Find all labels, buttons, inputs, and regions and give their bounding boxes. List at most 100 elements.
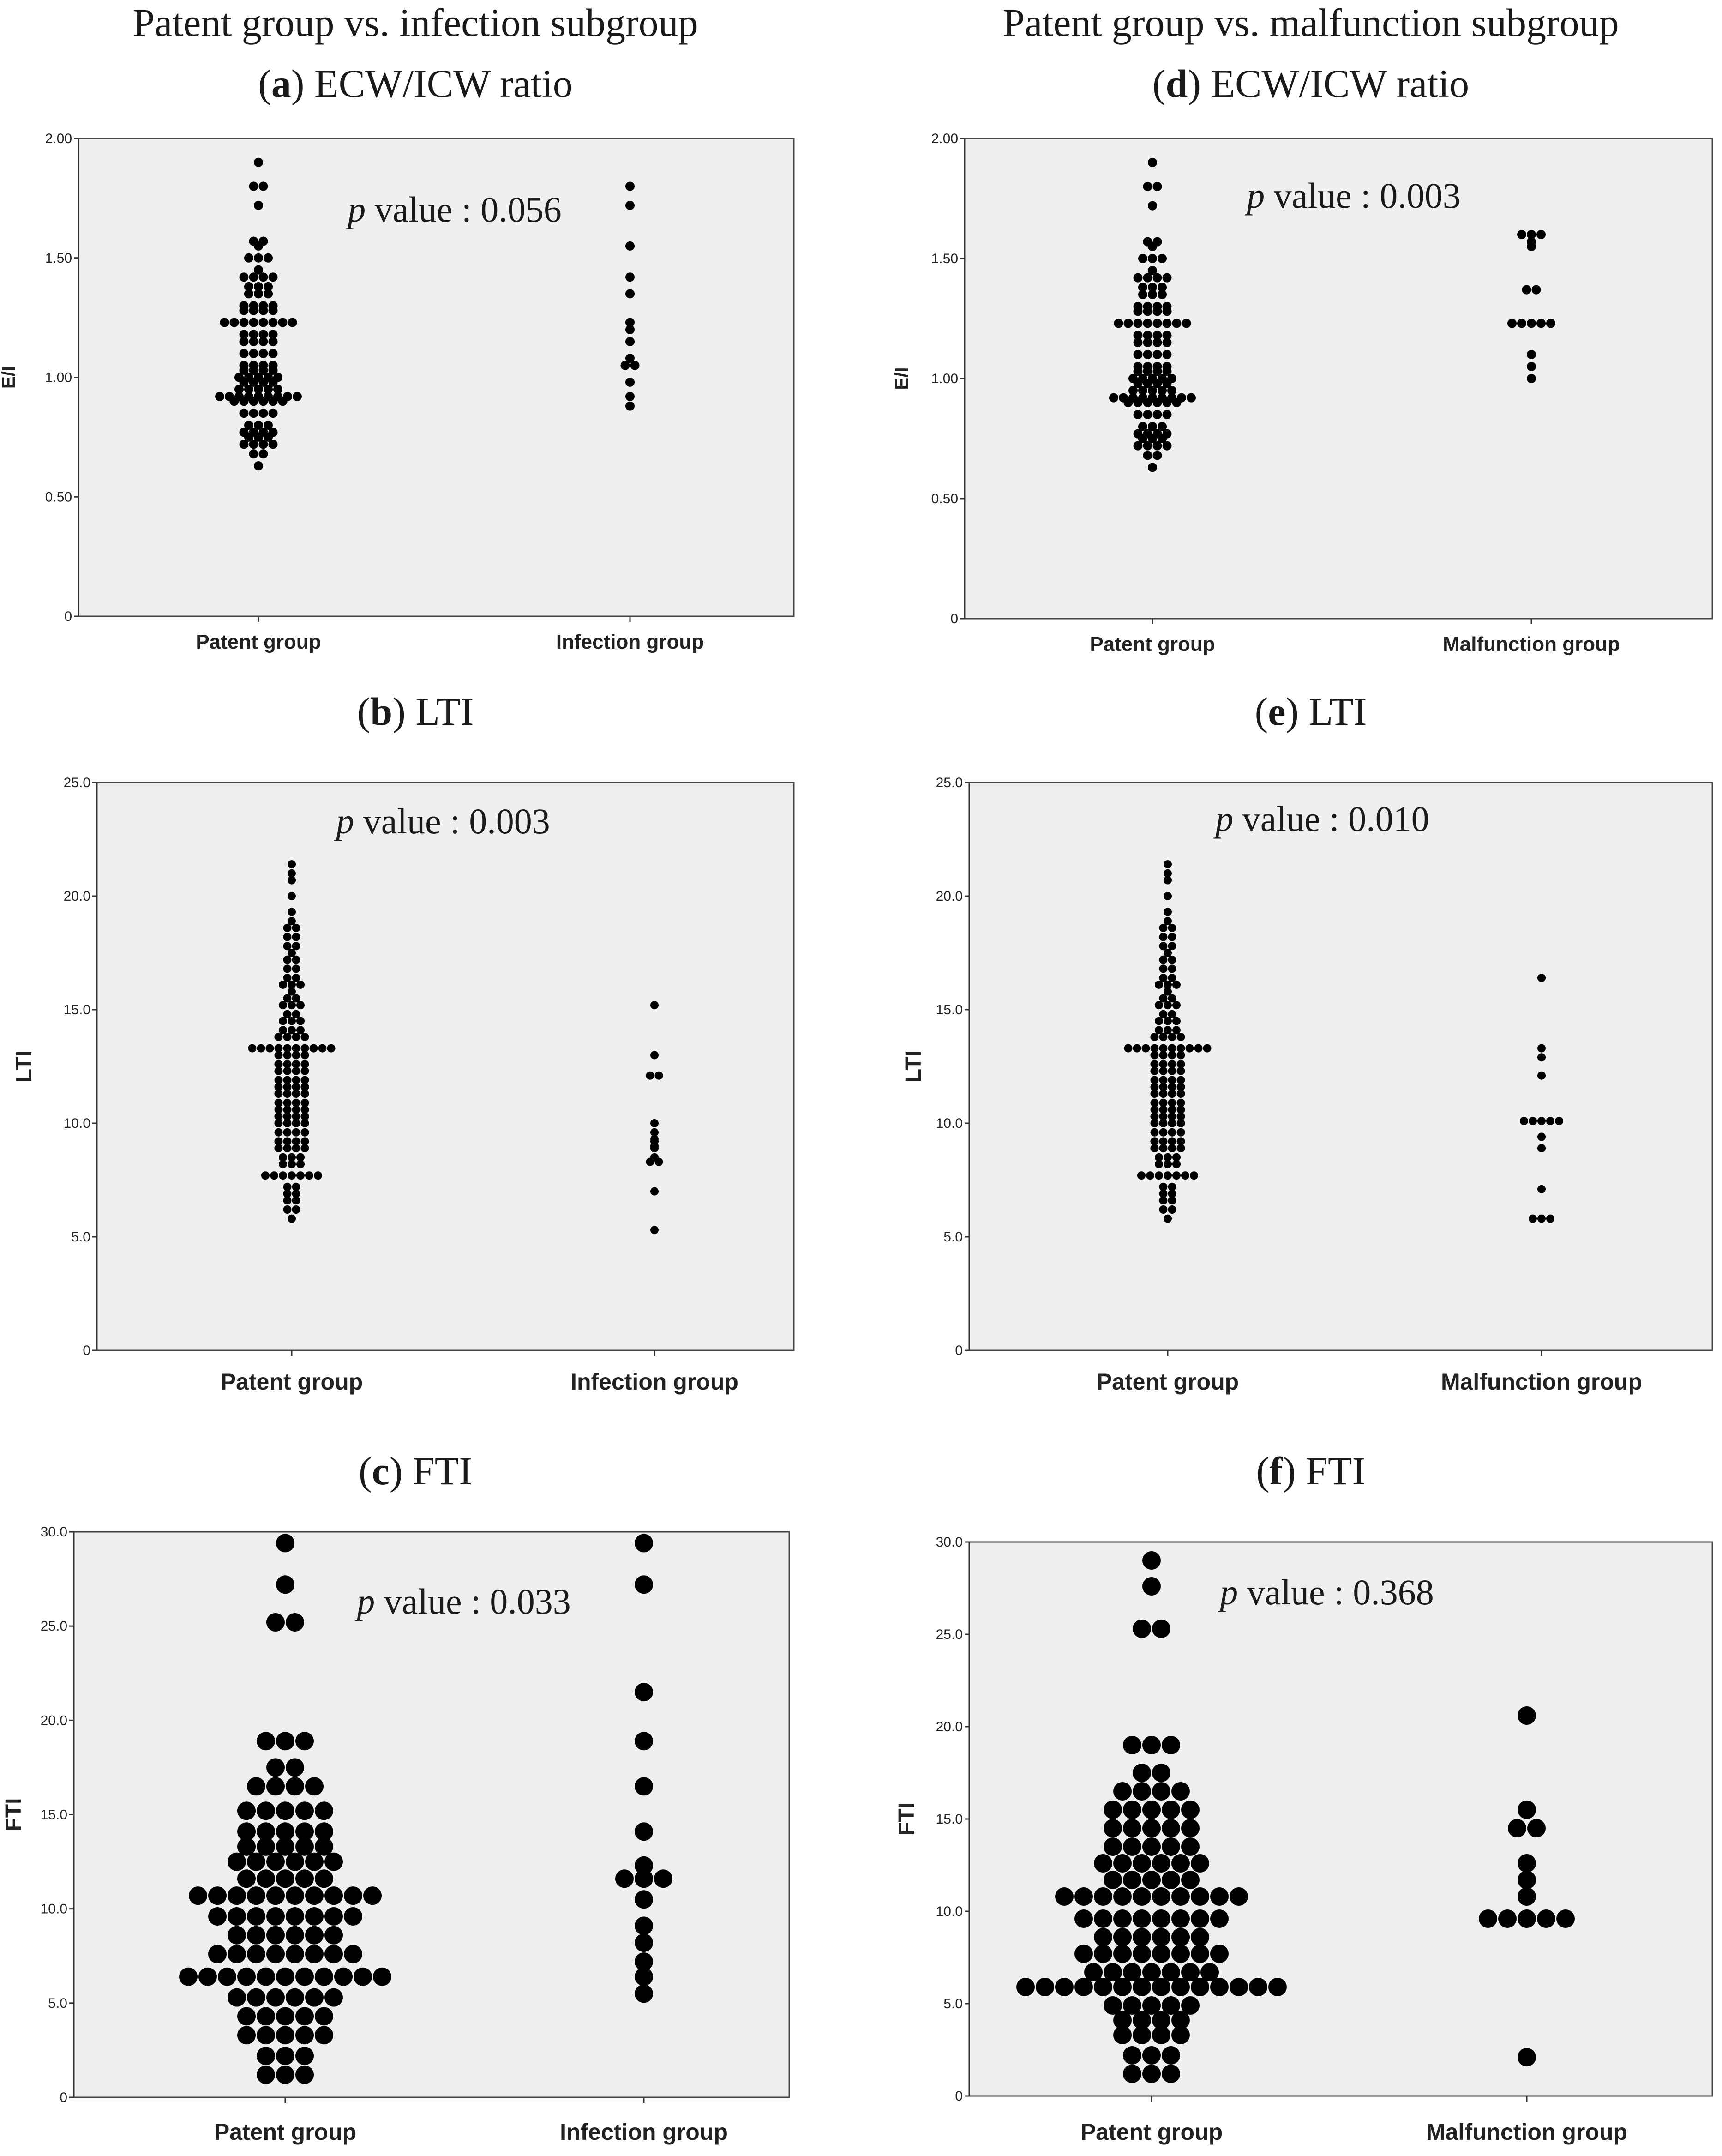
- data-point: [1172, 1001, 1181, 1009]
- data-point: [1191, 1945, 1209, 1963]
- data-point: [228, 1926, 246, 1945]
- data-point: [1074, 1978, 1093, 1996]
- data-point: [292, 964, 300, 973]
- data-point: [1142, 1871, 1161, 1889]
- panel-a: (a) ECW/ICW ratio00.501.001.502.00Patent…: [0, 61, 794, 653]
- data-point: [1074, 1909, 1093, 1928]
- data-point: [249, 449, 258, 458]
- data-point: [301, 1144, 309, 1152]
- data-point: [373, 1968, 391, 1986]
- data-point: [288, 949, 296, 957]
- data-point: [655, 1158, 663, 1166]
- data-point: [1036, 1978, 1054, 1996]
- data-point: [198, 1968, 217, 1986]
- data-point: [1159, 1144, 1168, 1152]
- data-point: [1163, 441, 1172, 451]
- data-point: [283, 974, 292, 982]
- data-point: [1517, 319, 1526, 328]
- data-point: [1191, 1978, 1209, 1996]
- y-tick-label: 1.50: [931, 251, 958, 266]
- data-point: [1164, 1001, 1172, 1009]
- data-point: [1168, 1067, 1176, 1075]
- data-point: [1168, 1051, 1176, 1059]
- data-point: [1191, 1854, 1209, 1873]
- data-point: [1536, 230, 1546, 239]
- data-point: [237, 2007, 256, 2025]
- data-point: [1164, 876, 1172, 885]
- data-point: [292, 942, 300, 950]
- data-point: [1055, 1887, 1074, 1906]
- p-value-text: value : 0.033: [375, 1581, 571, 1621]
- panel-title-close-paren: ): [390, 1449, 413, 1493]
- p-value-symbol: p: [334, 801, 354, 841]
- y-axis-label: LTI: [12, 1051, 36, 1082]
- data-point: [283, 1033, 292, 1041]
- y-tick-label: 25.0: [64, 775, 90, 790]
- p-value-text: value : 0.003: [354, 801, 550, 841]
- data-point: [249, 337, 258, 346]
- data-point: [208, 1886, 227, 1905]
- data-point: [1518, 1871, 1536, 1889]
- data-point: [1148, 463, 1157, 472]
- data-point: [1536, 319, 1546, 328]
- data-point: [1155, 981, 1163, 989]
- data-point: [1123, 1801, 1141, 1819]
- data-point: [1016, 1978, 1035, 1996]
- data-point: [635, 1732, 653, 1750]
- data-point: [257, 1732, 275, 1750]
- y-tick-label: 1.50: [45, 251, 72, 266]
- data-point: [301, 1128, 309, 1137]
- x-category-label: Patent group: [214, 2119, 356, 2145]
- data-point: [266, 1926, 285, 1945]
- data-point: [1518, 1801, 1536, 1819]
- data-point: [1164, 908, 1172, 916]
- p-value-annotation: p value : 0.003: [334, 801, 550, 841]
- data-point: [292, 1067, 300, 1075]
- data-point: [279, 981, 287, 989]
- data-point: [295, 2047, 314, 2065]
- y-tick-label: 0.50: [931, 491, 958, 506]
- data-point: [1094, 1909, 1112, 1928]
- data-point: [269, 397, 278, 406]
- data-point: [1142, 1837, 1161, 1856]
- p-value-annotation: p value : 0.033: [354, 1581, 571, 1621]
- data-point: [1152, 2026, 1170, 2044]
- y-tick-label: 15.0: [936, 1812, 963, 1827]
- x-category-label: Patent group: [1090, 633, 1215, 656]
- y-tick-label: 0: [955, 1343, 963, 1358]
- panel-title-open-paren: (: [359, 1449, 372, 1493]
- data-point: [295, 2066, 314, 2084]
- data-point: [1498, 1909, 1517, 1928]
- x-category-label: Malfunction group: [1441, 1369, 1642, 1395]
- y-tick-label: 0: [83, 1343, 90, 1358]
- data-point: [296, 1160, 305, 1168]
- data-point: [1142, 1044, 1150, 1053]
- data-point: [1123, 1837, 1141, 1856]
- y-tick-label: 0: [955, 2089, 963, 2104]
- data-point: [1181, 1801, 1200, 1819]
- data-point: [292, 1205, 300, 1214]
- data-point: [292, 1128, 300, 1137]
- data-point: [1203, 1044, 1212, 1053]
- data-point: [247, 1988, 265, 2007]
- data-point: [240, 440, 249, 449]
- panel-title-c: (c) FTI: [359, 1449, 472, 1493]
- data-point: [1104, 1837, 1122, 1856]
- column-title-malfunction: Patent group vs. malfunction subgroup: [1002, 0, 1619, 45]
- panel-e: (e) LTI05.010.015.020.025.0Patent group M…: [901, 689, 1712, 1395]
- data-point: [1163, 398, 1172, 407]
- data-point: [1113, 1978, 1132, 1996]
- data-point: [286, 1988, 304, 2007]
- y-tick-label: 10.0: [936, 1116, 963, 1131]
- data-point: [1143, 307, 1152, 316]
- data-point: [286, 1945, 304, 1963]
- p-value-symbol: p: [354, 1581, 375, 1621]
- data-point: [1522, 285, 1531, 295]
- x-category-label: Patent group: [221, 1369, 363, 1395]
- data-point: [305, 1907, 324, 1926]
- panel-title-close-paren: ): [392, 689, 415, 734]
- panel-title-close-paren: ): [1285, 689, 1308, 734]
- data-point: [1153, 451, 1162, 460]
- data-point: [208, 1945, 227, 1963]
- panel-title-d: (d) ECW/ICW ratio: [1152, 61, 1469, 106]
